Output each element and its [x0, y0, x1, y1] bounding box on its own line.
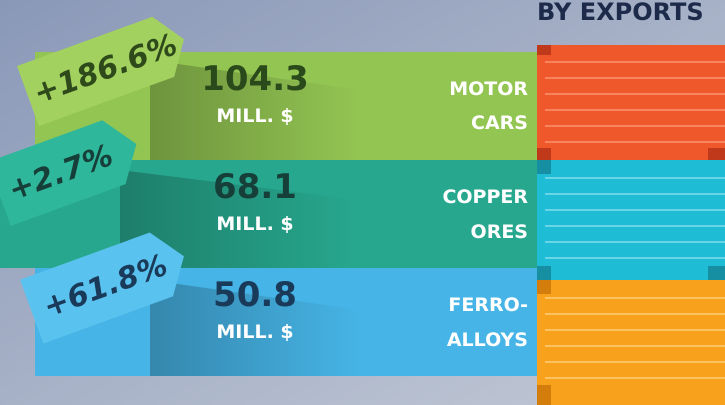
unit: MILL. $ — [216, 213, 293, 235]
title: BY EXPORTS — [537, 0, 704, 26]
unit: MILL. $ — [216, 321, 293, 343]
label: FERRO- — [448, 294, 528, 316]
label: CARS — [471, 112, 528, 134]
label: ORES — [471, 221, 528, 243]
value: 104.3 — [201, 59, 309, 99]
container — [537, 160, 725, 280]
value: 50.8 — [213, 275, 297, 315]
container — [537, 45, 725, 160]
value: 68.1 — [213, 167, 297, 207]
container — [537, 280, 725, 405]
label: COPPER — [442, 186, 528, 208]
unit: MILL. $ — [216, 105, 293, 127]
infographic: BY EXPORTS +186.6% +2.7 — [0, 0, 725, 405]
label: MOTOR — [449, 78, 528, 100]
label: ALLOYS — [447, 329, 528, 351]
